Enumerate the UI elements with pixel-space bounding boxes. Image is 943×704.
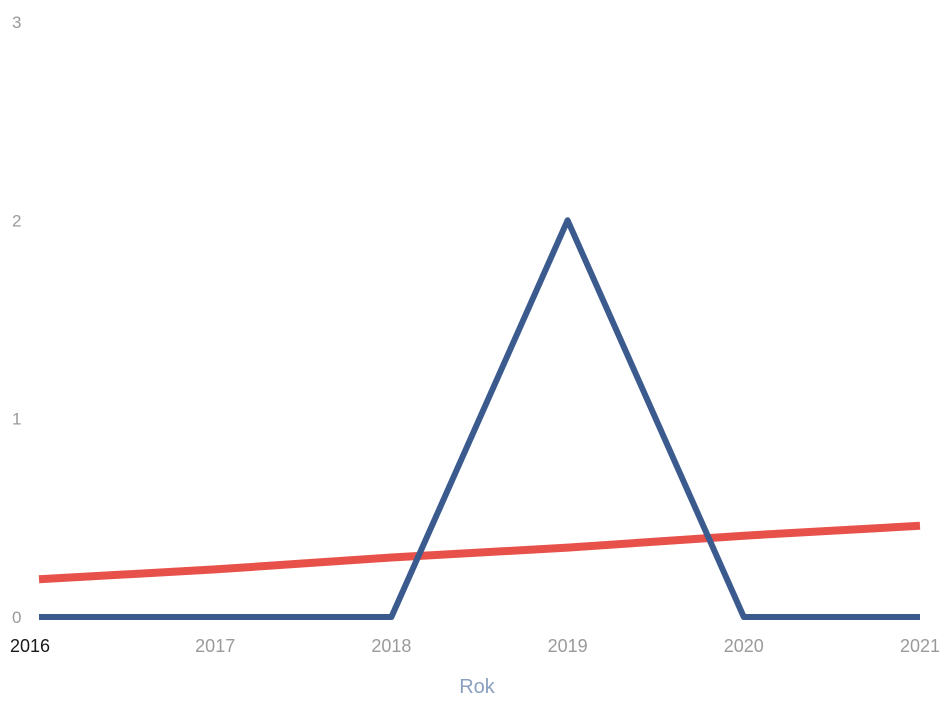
series-line-red xyxy=(38,521,921,584)
series-layer xyxy=(38,217,921,620)
x-tick-label: 2016 xyxy=(10,636,50,656)
x-tick-label: 2017 xyxy=(195,636,235,656)
x-tick-label: 2018 xyxy=(371,636,411,656)
series-line-blue xyxy=(39,217,920,620)
x-axis-ticks: 2016 2017 2018 2019 2020 2021 xyxy=(10,636,940,656)
x-tick-label: 2019 xyxy=(548,636,588,656)
y-tick-label: 1 xyxy=(12,410,21,429)
y-tick-label: 2 xyxy=(12,211,21,230)
y-tick-label: 0 xyxy=(12,608,21,627)
x-tick-label: 2020 xyxy=(724,636,764,656)
y-tick-label: 3 xyxy=(12,13,21,32)
x-axis-title: Rok xyxy=(459,676,496,698)
y-axis-ticks: 0 1 2 3 xyxy=(12,13,21,627)
x-tick-label: 2021 xyxy=(900,636,940,656)
